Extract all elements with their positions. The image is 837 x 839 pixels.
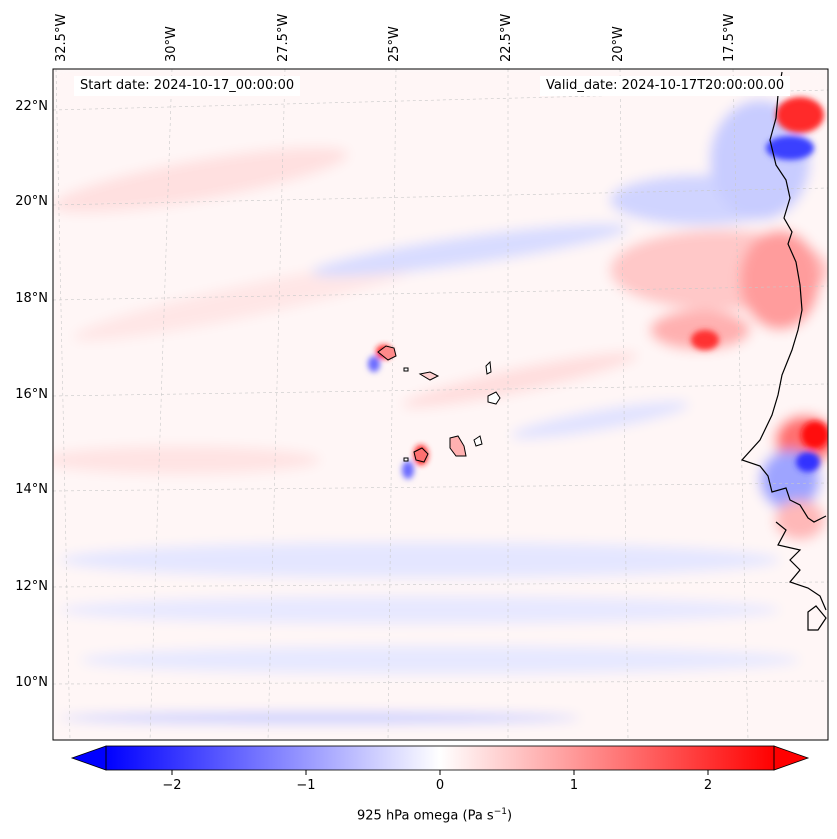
lat-label: 16°N [15, 387, 48, 402]
start-date-label: Start date: 2024-10-17_00:00:00 [74, 76, 301, 96]
lon-label: 25°W [387, 26, 402, 62]
lon-label: 32.5°W [54, 13, 69, 62]
colorbar-label-text: 925 hPa omega (Pa s [357, 808, 494, 824]
colorbar-tick-label: 2 [703, 778, 713, 793]
lat-label: 10°N [15, 675, 48, 690]
colorbar [70, 745, 810, 775]
colorbar-label-close: ) [506, 808, 513, 824]
lat-label: 12°N [15, 579, 48, 594]
lon-label: 17.5°W [722, 13, 737, 62]
colorbar-label-exponent: −1 [493, 807, 507, 817]
lat-label: 18°N [15, 291, 48, 306]
lon-label: 20°W [611, 26, 626, 62]
cape-verde-islands [377, 345, 501, 463]
colorbar-label: 925 hPa omega (Pa s−1) [357, 807, 512, 823]
colorbar-tick-marks [171, 770, 709, 775]
lon-label: 22.5°W [499, 13, 514, 62]
coastline [740, 71, 827, 631]
colorbar-tick-label: 1 [569, 778, 579, 793]
colorbar-tick-label: 0 [435, 778, 445, 793]
lat-label: 14°N [15, 482, 48, 497]
colorbar-extend-max [773, 745, 810, 771]
lat-label: 20°N [15, 194, 48, 209]
valid-date-label: Valid_date: 2024-10-17T20:00:00.00 [540, 76, 791, 96]
lat-label: 22°N [15, 99, 48, 114]
colorbar-gradient [106, 746, 774, 770]
graticule [53, 69, 828, 740]
lon-label: 27.5°W [276, 13, 291, 62]
lon-label: 30°W [164, 26, 179, 62]
colorbar-tick-label: −1 [296, 778, 316, 793]
colorbar-tick-label: −2 [162, 778, 182, 793]
omega-field [53, 69, 828, 740]
map-frame [52, 68, 829, 741]
colorbar-extend-min [70, 745, 107, 771]
